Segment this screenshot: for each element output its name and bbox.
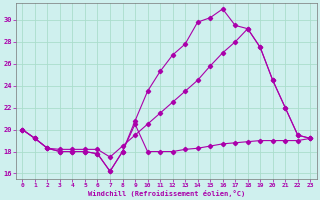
X-axis label: Windchill (Refroidissement éolien,°C): Windchill (Refroidissement éolien,°C): [88, 190, 245, 197]
